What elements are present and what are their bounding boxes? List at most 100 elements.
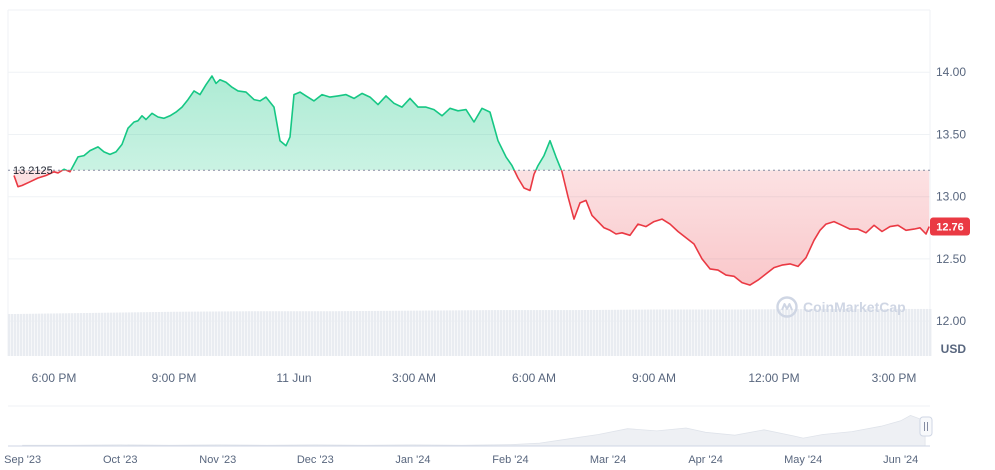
volume-bar [314, 311, 317, 356]
volume-bar [875, 308, 878, 356]
volume-bar [347, 311, 350, 356]
volume-bar [545, 310, 548, 356]
volume-bar [353, 311, 356, 356]
price-line-above[interactable] [14, 75, 929, 285]
volume-bar [803, 309, 806, 356]
volume-bar [398, 310, 401, 356]
volume-bar [527, 310, 530, 356]
volume-bar [65, 313, 68, 356]
volume-bar [422, 310, 425, 356]
volume-bar [83, 313, 86, 356]
volume-bar [701, 309, 704, 356]
volume-bar [740, 309, 743, 356]
volume-bar [785, 309, 788, 356]
volume-bar [44, 313, 47, 356]
volume-bar [713, 309, 716, 356]
volume-bar [845, 308, 848, 356]
volume-bar [884, 308, 887, 356]
volume-bar [578, 310, 581, 356]
volume-bar [761, 309, 764, 356]
price-series[interactable] [13, 75, 930, 286]
volume-bar [371, 310, 374, 356]
navigator-x-tick-label: Oct '23 [103, 454, 138, 466]
volume-bar [350, 311, 353, 356]
volume-bar [710, 309, 713, 356]
volume-bar [305, 311, 308, 356]
volume-bar [887, 308, 890, 356]
volume-bar [851, 308, 854, 356]
volume-bar [251, 311, 254, 356]
volume-bar [566, 310, 569, 356]
volume-bar [491, 310, 494, 356]
volume-bar [668, 309, 671, 356]
volume-bar [338, 311, 341, 356]
volume-bar [926, 308, 929, 356]
volume-bars [8, 308, 932, 356]
volume-bar [221, 311, 224, 356]
volume-bar [620, 309, 623, 356]
volume-bar [125, 312, 128, 356]
volume-bar [764, 309, 767, 356]
volume-bar [653, 309, 656, 356]
price-line-below[interactable] [13, 76, 930, 286]
volume-bar [716, 309, 719, 356]
volume-bar [74, 313, 77, 356]
volume-bar [644, 309, 647, 356]
x-tick-label: 12:00 PM [748, 371, 799, 385]
volume-bar [905, 308, 908, 356]
volume-bar [383, 310, 386, 356]
volume-bar [413, 310, 416, 356]
volume-bar [902, 308, 905, 356]
volume-bar [449, 310, 452, 356]
volume-bar [14, 314, 17, 356]
volume-bar [269, 311, 272, 356]
volume-bar [311, 311, 314, 356]
volume-bar [377, 310, 380, 356]
volume-bar [284, 311, 287, 356]
volume-bar [254, 311, 257, 356]
volume-bar [296, 311, 299, 356]
volume-bar [281, 311, 284, 356]
volume-bar [149, 312, 152, 356]
volume-bar [512, 310, 515, 356]
volume-bar [626, 309, 629, 356]
navigator-handle[interactable] [919, 416, 933, 437]
volume-bar [431, 310, 434, 356]
volume-bar [464, 310, 467, 356]
volume-bar [467, 310, 470, 356]
navigator-handle-box[interactable] [919, 416, 933, 437]
volume-bar [41, 313, 44, 356]
volume-bar [62, 313, 65, 356]
volume-bar [11, 314, 14, 356]
volume-bar [188, 311, 191, 356]
volume-bar [629, 309, 632, 356]
navigator-x-tick-label: Mar '24 [590, 454, 626, 466]
volume-bar [560, 310, 563, 356]
volume-bar [233, 311, 236, 356]
volume-bar [107, 312, 110, 356]
volume-bar [776, 309, 779, 356]
volume-bar [263, 311, 266, 356]
volume-bar [692, 309, 695, 356]
area-below-reference [14, 170, 930, 286]
volume-bar [446, 310, 449, 356]
volume-bar [623, 309, 626, 356]
volume-bar [476, 310, 479, 356]
volume-bar [728, 309, 731, 356]
volume-bar [77, 313, 80, 356]
volume-bar [827, 308, 830, 356]
volume-bar [473, 310, 476, 356]
volume-bar [362, 311, 365, 356]
volume-bar [662, 309, 665, 356]
volume-bar [791, 309, 794, 356]
x-tick-label: 9:00 AM [632, 371, 676, 385]
volume-bar [239, 311, 242, 356]
volume-bar [53, 313, 56, 356]
plot-frame [7, 9, 931, 356]
volume-bar [488, 310, 491, 356]
volume-bar [731, 309, 734, 356]
navigator[interactable]: Sep '23 Oct '23 Nov '23 Dec '23 Jan '24 Feb '… [4, 405, 933, 466]
volume-bar [815, 308, 818, 356]
volume-bar [920, 308, 923, 356]
